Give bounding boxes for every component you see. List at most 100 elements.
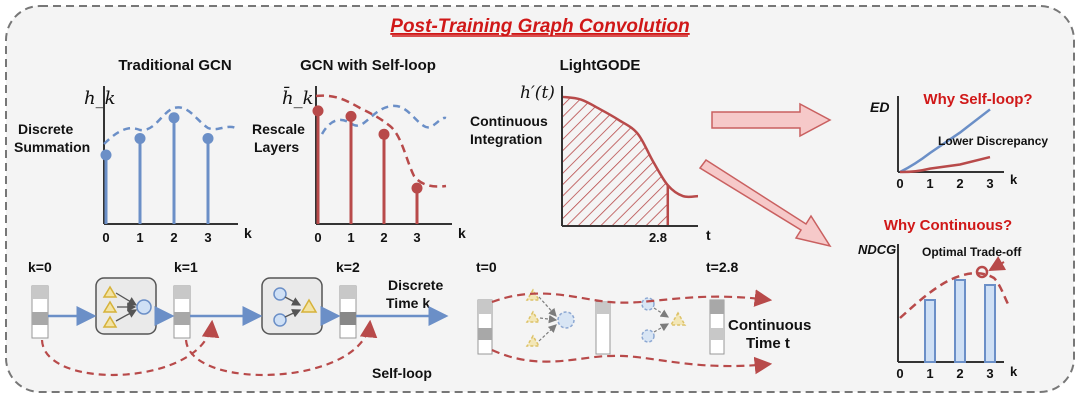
layer-box-1-graph <box>102 285 152 328</box>
traditional-gcn-title: Traditional GCN <box>118 57 231 74</box>
selfloop-arrow-1 <box>40 319 220 376</box>
why-continuous-tick-2: 2 <box>956 366 963 381</box>
lightgode-title: LightGODE <box>560 57 641 74</box>
discrete-time-label-2: Time k <box>386 295 430 311</box>
continuous-time-label-2: Time t <box>746 335 790 352</box>
selfloop-ticks: 0 1 2 3 <box>314 230 420 245</box>
selfloop-stem-dot-0 <box>312 105 324 117</box>
lightgode-curve <box>561 95 699 199</box>
lightgode-tick-2-8: 2.8 <box>649 230 667 245</box>
why-continuous-bars <box>924 279 996 363</box>
traditional-stem-dot-0 <box>100 149 112 161</box>
traditional-stem-dot-1 <box>134 132 146 144</box>
traditional-tick-0: 0 <box>102 230 109 245</box>
selfloop-red-curve <box>315 94 447 188</box>
selfloop-tick-0: 0 <box>314 230 321 245</box>
selfloop-tick-1: 1 <box>347 230 354 245</box>
lightgode-annotation-1: Continuous <box>470 113 548 129</box>
selfloop-xlabel: k <box>458 225 466 241</box>
continuous-graph-1 <box>525 288 575 347</box>
arrow-to-why-continuous <box>698 158 832 248</box>
layer-box-2-graph <box>273 287 318 327</box>
lightgode-panel: LightGODE h′(t) Continuous Integration 2… <box>470 57 711 245</box>
selfloop-tick-3: 3 <box>413 230 420 245</box>
traditional-gcn-panel: Traditional GCN h_k Discrete Summation 0… <box>14 57 252 245</box>
arrow-to-why-selfloop <box>711 102 832 138</box>
traditional-curve <box>103 106 237 145</box>
lightgode-annotation-2: Integration <box>470 131 542 147</box>
why-selfloop-blue-line <box>899 108 991 174</box>
lightgode-ylabel: h′(t) <box>520 83 555 103</box>
discrete-k0-label: k=0 <box>28 259 52 275</box>
continuous-flow-curve-bottom <box>491 348 773 375</box>
selfloop-gcn-panel: GCN with Self-loop h̄_k Rescale Layers 0… <box>252 57 466 245</box>
why-selfloop-ticks: 0 1 2 3 <box>896 176 993 191</box>
why-continuous-bar-1 <box>924 299 936 363</box>
embedding-tmid <box>595 301 611 355</box>
embedding-k2 <box>339 285 357 339</box>
why-continuous-bar-3 <box>984 284 996 363</box>
optimal-pointer-arrow <box>988 256 1007 271</box>
why-continuous-title: Why Continuous? <box>884 217 1012 234</box>
why-selfloop-tick-3: 3 <box>986 176 993 191</box>
continuous-flow-curve-top <box>491 289 773 307</box>
continuous-flow: t=0 t=2.8 Continuous Time t <box>476 259 811 375</box>
embedding-k1 <box>173 285 191 339</box>
why-selfloop-title: Why Self-loop? <box>923 91 1032 108</box>
selfloop-stem-dot-3 <box>411 182 423 194</box>
why-selfloop-ylabel: ED <box>870 99 889 115</box>
why-continuous-panel: Why Continuous? NDCG Optimal Trade-off 0… <box>858 217 1022 381</box>
selfloop-blue-curve <box>320 104 447 135</box>
selfloop-tick-2: 2 <box>380 230 387 245</box>
why-continuous-ticks: 0 1 2 3 <box>896 366 993 381</box>
why-continuous-ylabel: NDCG <box>858 242 896 257</box>
selfloop-annotation-1: Rescale <box>252 121 305 137</box>
why-selfloop-annotation: Lower Discrepancy <box>938 134 1048 148</box>
why-continuous-curve <box>899 272 1010 319</box>
why-selfloop-tick-2: 2 <box>956 176 963 191</box>
optimal-point-marker <box>975 265 989 279</box>
why-selfloop-xlabel: k <box>1010 172 1018 187</box>
embedding-k0 <box>31 285 49 339</box>
traditional-annotation-2: Summation <box>14 139 90 155</box>
figure-title: Post-Training Graph Convolution <box>390 16 689 37</box>
traditional-tick-1: 1 <box>136 230 143 245</box>
why-continuous-xlabel: k <box>1010 364 1018 379</box>
traditional-stem-dot-2 <box>168 112 180 124</box>
why-selfloop-tick-0: 0 <box>896 176 903 191</box>
selfloop-label: Self-loop <box>372 365 432 381</box>
discrete-k1-label: k=1 <box>174 259 198 275</box>
why-selfloop-panel: Why Self-loop? ED Lower Discrepancy 0 1 2 3… <box>870 91 1048 191</box>
selfloop-stem-dot-1 <box>345 110 357 122</box>
traditional-tick-3: 3 <box>204 230 211 245</box>
traditional-stem-dot-3 <box>202 132 214 144</box>
continuous-t28-label: t=2.8 <box>706 259 739 275</box>
discrete-k2-label: k=2 <box>336 259 360 275</box>
selfloop-ylabel: h̄_k <box>282 85 314 109</box>
embedding-t28 <box>709 299 725 355</box>
selfloop-gcn-title: GCN with Self-loop <box>300 57 436 74</box>
selfloop-stem-dot-2 <box>378 128 390 140</box>
lightgode-xlabel: t <box>706 227 711 243</box>
selfloop-stems <box>312 105 423 224</box>
why-continuous-bar-2 <box>954 279 966 363</box>
continuous-t0-label: t=0 <box>476 259 497 275</box>
embedding-t0 <box>477 299 493 355</box>
discrete-time-label-1: Discrete <box>388 277 443 293</box>
continuous-time-label-1: Continuous <box>728 317 811 334</box>
traditional-annotation-1: Discrete <box>18 121 73 137</box>
lightgode-shaded-area <box>562 96 668 226</box>
traditional-tick-2: 2 <box>170 230 177 245</box>
discrete-flow: k=0 k=1 k=2 Discrete Time k <box>28 259 449 381</box>
why-continuous-annotation: Optimal Trade-off <box>922 245 1022 259</box>
traditional-ticks: 0 1 2 3 <box>102 230 211 245</box>
why-continuous-tick-3: 3 <box>986 366 993 381</box>
why-continuous-tick-0: 0 <box>896 366 903 381</box>
why-selfloop-red-line <box>899 155 991 174</box>
why-continuous-tick-1: 1 <box>926 366 933 381</box>
why-selfloop-tick-1: 1 <box>926 176 933 191</box>
traditional-ylabel: h_k <box>84 88 116 109</box>
selfloop-annotation-2: Layers <box>254 139 299 155</box>
traditional-xlabel: k <box>244 225 252 241</box>
